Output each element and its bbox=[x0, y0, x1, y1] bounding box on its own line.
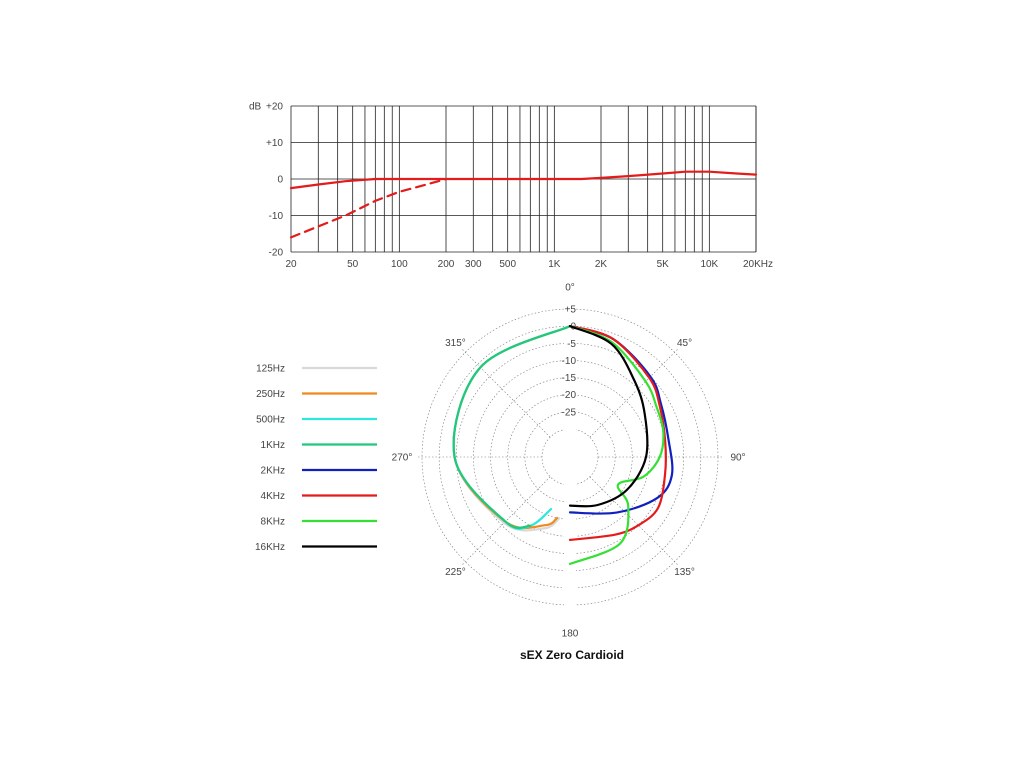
polar-angle-label: 225° bbox=[445, 567, 466, 578]
polar-angle-label: 0° bbox=[565, 283, 575, 294]
legend-label: 500Hz bbox=[256, 415, 285, 426]
polar-angle-label: 135° bbox=[674, 567, 695, 578]
freq-x-tick-label: 300 bbox=[465, 259, 482, 270]
freq-x-tick-label: 10K bbox=[700, 259, 718, 270]
polar-angle-label: 180 bbox=[562, 629, 579, 640]
polar-grid-ring bbox=[541, 428, 599, 486]
freq-x-tick-label: 200 bbox=[438, 259, 455, 270]
legend-label: 125Hz bbox=[256, 364, 285, 375]
polar-curve-4khz bbox=[568, 325, 667, 541]
freq-x-tick-label: 2K bbox=[595, 259, 608, 270]
polar-r-tick-label: -20 bbox=[562, 390, 577, 401]
freq-y-axis-label: dB bbox=[249, 102, 262, 113]
legend-label: 8KHz bbox=[261, 517, 285, 528]
polar-angle-label: 315° bbox=[445, 338, 466, 349]
polar-curve-1khz bbox=[452, 325, 572, 529]
polar-curve-16khz bbox=[568, 325, 649, 508]
polar-r-tick-label: -25 bbox=[562, 407, 577, 418]
legend-label: 1KHz bbox=[261, 440, 285, 451]
polar-r-tick-label: -10 bbox=[562, 356, 577, 367]
freq-y-tick-label: +10 bbox=[266, 138, 283, 149]
freq-x-tick-label: 100 bbox=[391, 259, 408, 270]
legend-label: 4KHz bbox=[261, 491, 285, 502]
polar-curve-125hz bbox=[452, 325, 572, 532]
polar-angle-label: 45° bbox=[677, 338, 692, 349]
polar-axis-gap-bottom bbox=[564, 477, 576, 609]
legend-label: 2KHz bbox=[261, 466, 285, 477]
polar-axis-gap bbox=[564, 305, 576, 433]
polar-r-tick-label: -5 bbox=[567, 339, 576, 350]
freq-y-tick-label: -10 bbox=[269, 211, 284, 222]
freq-x-tick-label: 20KHz bbox=[743, 259, 773, 270]
polar-pattern-chart: +50-5-10-15-20-250°45°90°135°180225°270°… bbox=[392, 283, 746, 640]
freq-y-tick-label: 0 bbox=[277, 175, 283, 186]
legend-label: 250Hz bbox=[256, 389, 285, 400]
freq-x-tick-label: 20 bbox=[285, 259, 297, 270]
freq-series-line-dashed bbox=[289, 177, 448, 239]
polar-legend: 125Hz 250Hz 500Hz 1KHz 2KHz 4KHz 8KHz 16KHz bbox=[255, 364, 377, 553]
freq-x-tick-label: 500 bbox=[499, 259, 516, 270]
freq-series-line-solid bbox=[289, 170, 758, 190]
frequency-response-chart: +20 +10 0 -10 -20 dB 20 50 100 200 300 500 1K 2K 5K 10K… bbox=[249, 102, 773, 271]
polar-grid-ring bbox=[507, 394, 633, 520]
polar-angle-label: 90° bbox=[730, 453, 745, 464]
legend-label: 16KHz bbox=[255, 542, 285, 553]
polar-grid-ring bbox=[490, 377, 650, 537]
polar-r-tick-label: -15 bbox=[562, 373, 577, 384]
polar-r-tick-label: +5 bbox=[565, 305, 577, 316]
freq-x-tick-label: 5K bbox=[657, 259, 670, 270]
polar-curve-8khz bbox=[568, 325, 665, 565]
polar-curve-250hz bbox=[452, 325, 572, 530]
freq-x-tick-label: 50 bbox=[347, 259, 359, 270]
polar-grid-ring bbox=[455, 342, 685, 572]
polar-chart-title: sEX Zero Cardioid bbox=[520, 648, 624, 662]
freq-x-tick-label: 1K bbox=[548, 259, 561, 270]
freq-y-tick-label: -20 bbox=[269, 248, 284, 259]
polar-angle-label: 270° bbox=[392, 453, 413, 464]
freq-y-tick-label: +20 bbox=[266, 102, 283, 113]
